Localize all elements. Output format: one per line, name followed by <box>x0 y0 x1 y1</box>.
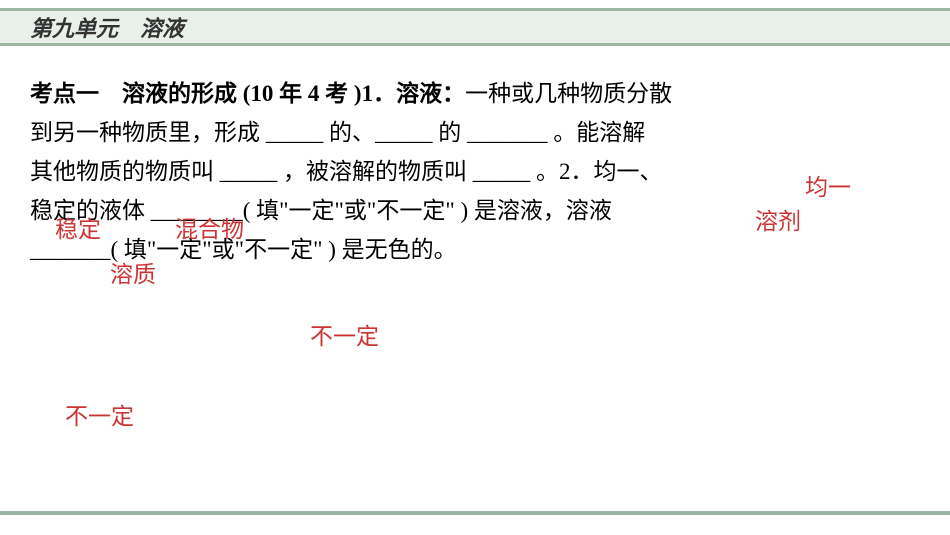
footer-divider <box>0 511 950 515</box>
body-line3: 其他物质的物质叫 _____ ，被溶解的物质叫 _____ 。2．均一、 <box>30 159 663 184</box>
body-line2: 到另一种物质里，形成 _____ 的、_____ 的 _______ 。能溶解 <box>30 120 645 145</box>
answer-wending: 稳定 <box>55 210 101 244</box>
content-body: 考点一 溶液的形成 (10 年 4 考 )1．溶液：一种或几种物质分散 到另一种… <box>30 74 920 269</box>
answer-rongzhi: 溶质 <box>110 255 156 289</box>
answer-hunhewu: 混合物 <box>175 210 244 244</box>
unit-header: 第九单元 溶液 <box>0 8 950 46</box>
unit-title: 第九单元 溶液 <box>30 11 184 43</box>
answer-buyiding2: 不一定 <box>65 397 134 431</box>
body-line1-rest: 一种或几种物质分散 <box>465 81 672 106</box>
answer-junyi: 均一 <box>805 168 851 202</box>
answer-buyiding1: 不一定 <box>310 317 379 351</box>
topic-label: 考点一 溶液的形成 (10 年 4 考 )1．溶液： <box>30 81 465 106</box>
body-line4: 稳定的液体 ________( 填"一定"或"不一定" ) 是溶液，溶液 <box>30 198 612 223</box>
answer-rongji: 溶剂 <box>755 202 801 236</box>
